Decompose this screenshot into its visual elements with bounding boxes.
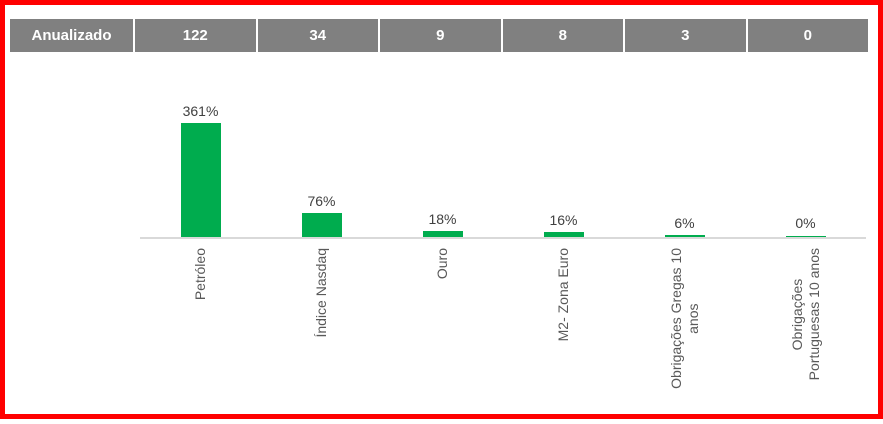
bar-value-label: 6% xyxy=(674,214,695,231)
chart-column: 76% Índice Nasdaq xyxy=(261,90,382,389)
bar xyxy=(301,213,342,237)
bar-zone: 16% xyxy=(543,90,584,237)
bar-zone: 76% xyxy=(301,90,342,237)
annualized-value-cell: 34 xyxy=(257,19,378,52)
category-label-area: Ouro xyxy=(434,237,451,279)
chart-column: 361% Petróleo xyxy=(140,90,261,389)
bar xyxy=(664,235,705,237)
bar xyxy=(180,123,221,237)
annualized-value-cell: 9 xyxy=(380,19,501,52)
bar-zone: 361% xyxy=(180,90,221,237)
bar xyxy=(543,231,584,237)
category-label-area: Obrigações Portuguesas 10 anos xyxy=(789,237,823,380)
category-label-area: Obrigações Gregas 10 anos xyxy=(668,237,702,389)
chart-column: 6% Obrigações Gregas 10 anos xyxy=(624,90,745,389)
category-label: Obrigações Gregas 10 anos xyxy=(667,248,701,389)
category-label: Índice Nasdaq xyxy=(313,248,330,338)
chart-column: 0% Obrigações Portuguesas 10 anos xyxy=(745,90,866,389)
bar-zone: 18% xyxy=(422,90,463,237)
category-label: Ouro xyxy=(434,248,451,280)
bar-value-label: 18% xyxy=(428,210,457,227)
annualized-value-cell: 0 xyxy=(747,19,868,52)
category-label-area: Índice Nasdaq xyxy=(313,237,330,338)
chart-column: 18% Ouro xyxy=(382,90,503,389)
x-axis-line xyxy=(140,237,866,239)
annualized-row-label: Anualizado xyxy=(10,19,133,52)
bar-zone: 0% xyxy=(785,90,826,237)
bar-value-label: 76% xyxy=(307,192,336,209)
annualized-value-cell: 122 xyxy=(135,19,256,52)
annualized-value-cell: 3 xyxy=(625,19,746,52)
category-label-area: Petróleo xyxy=(192,237,209,300)
bar-value-label: 0% xyxy=(795,215,816,232)
category-label: M2- Zona Euro xyxy=(555,248,572,342)
bar xyxy=(422,231,463,237)
bar-value-label: 361% xyxy=(182,102,219,119)
category-label: Obrigações Portuguesas 10 anos xyxy=(788,248,822,381)
annualized-value-cell: 8 xyxy=(502,19,623,52)
bar-chart-columns: 361% Petróleo 76% Índice Nasdaq 18% Ouro 16% M2… xyxy=(140,90,866,389)
category-label-area: M2- Zona Euro xyxy=(555,237,572,341)
bar-chart: 361% Petróleo 76% Índice Nasdaq 18% Ouro 16% M2… xyxy=(140,90,866,389)
chart-column: 16% M2- Zona Euro xyxy=(503,90,624,389)
annualized-row: Anualizado 122 34 9 8 3 0 xyxy=(10,19,868,52)
bar-zone: 6% xyxy=(664,90,705,237)
category-label: Petróleo xyxy=(192,248,209,301)
bar-value-label: 16% xyxy=(549,211,578,228)
bar xyxy=(785,235,826,237)
